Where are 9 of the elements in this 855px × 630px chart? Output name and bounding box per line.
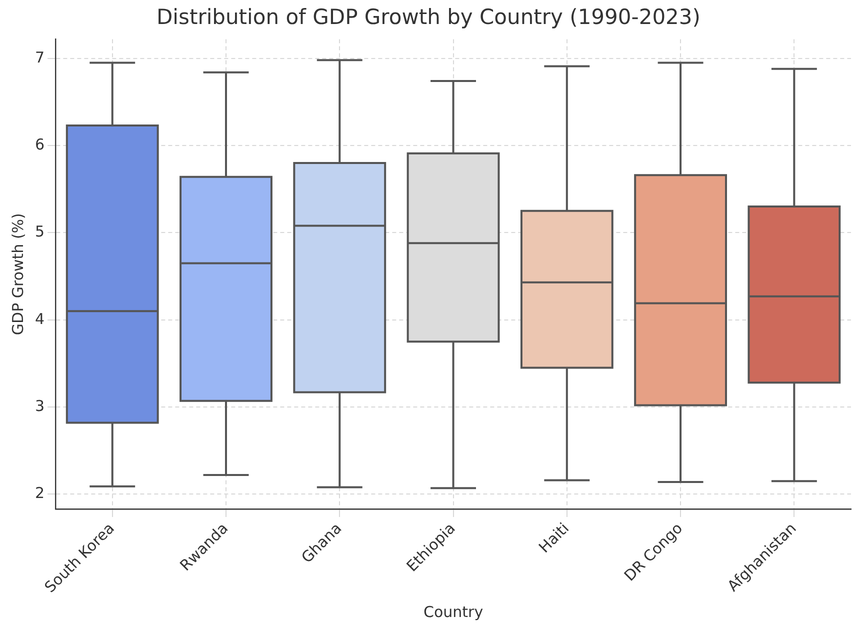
y-axis-title: GDP Growth (%) bbox=[8, 213, 27, 336]
y-tick-label: 7 bbox=[34, 48, 45, 66]
y-tick-label: 6 bbox=[34, 135, 45, 154]
chart-title: Distribution of GDP Growth by Country (1990-2023) bbox=[156, 5, 700, 30]
y-tick-label: 2 bbox=[34, 484, 45, 502]
y-tick-label: 4 bbox=[34, 310, 45, 328]
x-axis-title: Country bbox=[423, 602, 484, 621]
y-tick-label: 3 bbox=[34, 396, 45, 415]
y-tick-label: 5 bbox=[34, 222, 45, 241]
